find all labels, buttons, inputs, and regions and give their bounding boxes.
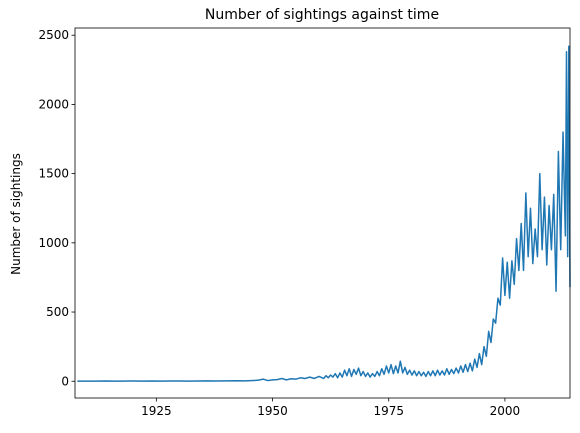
y-tick-label: 1500: [38, 167, 69, 181]
data-line: [77, 45, 571, 382]
y-tick-label: 2000: [38, 97, 69, 111]
y-tick-label: 0: [61, 374, 69, 388]
y-tick-label: 1000: [38, 236, 69, 250]
x-tick-label: 1975: [373, 404, 404, 418]
x-tick-label: 2000: [490, 404, 521, 418]
x-tick-label: 1925: [141, 404, 172, 418]
chart-title: Number of sightings against time: [205, 7, 439, 23]
y-tick-label: 500: [46, 305, 69, 319]
plot-frame: [74, 27, 571, 399]
x-tick-label: 1950: [257, 404, 288, 418]
y-tick-label: 2500: [38, 28, 69, 42]
y-axis-label: Number of sightings: [9, 153, 23, 275]
